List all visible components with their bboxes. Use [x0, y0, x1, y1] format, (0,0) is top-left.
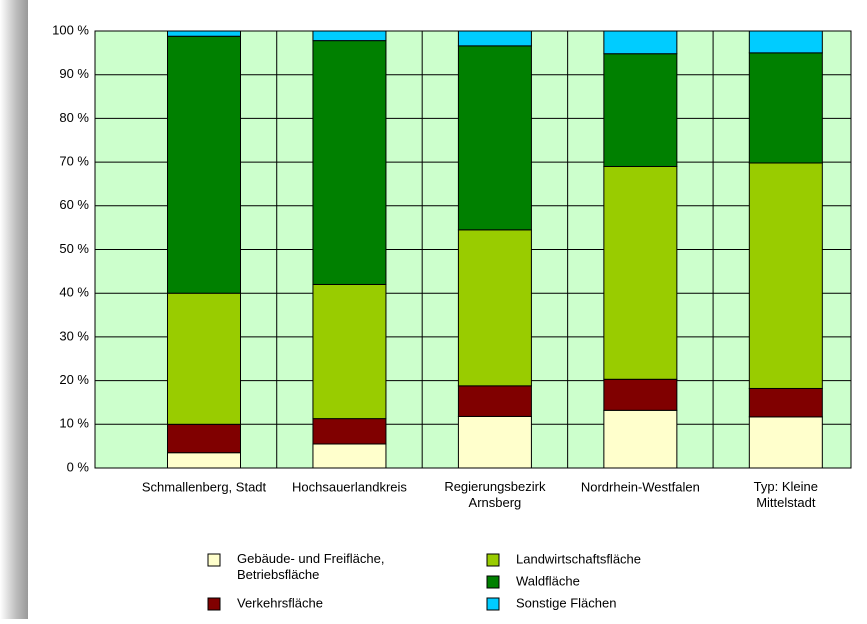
bar-segment — [748, 162, 823, 389]
legend-label: Landwirtschaftsfläche — [516, 551, 641, 566]
legend-label: Waldfläche — [516, 573, 580, 588]
x-tick-label: Regierungsbezirk Arnsberg — [444, 479, 546, 510]
legend-swatch — [486, 597, 500, 611]
y-tick-label: 70 % — [59, 154, 89, 169]
x-tick-label: Hochsauerlandkreis — [292, 479, 407, 494]
x-tick-label: Typ: Kleine Mittelstadt — [754, 479, 818, 510]
x-tick-label: Nordrhein-Westfalen — [581, 479, 700, 494]
legend-swatch — [486, 553, 500, 567]
bar-segment — [748, 387, 823, 418]
bar-segment — [167, 30, 241, 37]
legend-swatch — [486, 575, 500, 589]
y-tick-label: 100 % — [52, 22, 89, 37]
bar-segment — [603, 30, 678, 55]
bar-segment — [167, 35, 241, 294]
y-tick-label: 60 % — [59, 197, 89, 212]
y-tick-label: 20 % — [59, 372, 89, 387]
y-tick-label: 90 % — [59, 66, 89, 81]
bar-segment — [312, 40, 387, 285]
bar-segment — [312, 30, 387, 42]
bar-segment — [457, 385, 532, 417]
bar-segment — [603, 165, 678, 380]
bar-segment — [457, 30, 532, 47]
legend-label: Sonstige Flächen — [516, 595, 616, 610]
legend-swatch — [207, 553, 221, 567]
bar-segment — [167, 423, 241, 454]
bar-segment — [603, 53, 678, 167]
bar-segment — [167, 452, 241, 469]
bar-segment — [457, 229, 532, 387]
bar-segment — [603, 409, 678, 469]
bar-segment — [167, 292, 241, 425]
bar-segment — [457, 415, 532, 469]
y-tick-label: 10 % — [59, 416, 89, 431]
legend-label: Verkehrsfläche — [237, 595, 323, 610]
y-tick-label: 80 % — [59, 110, 89, 125]
bar-segment — [457, 45, 532, 231]
y-tick-label: 0 % — [67, 459, 90, 474]
bar-segment — [748, 30, 823, 54]
bar-segment — [748, 416, 823, 469]
frame-shadow — [0, 0, 28, 619]
y-tick-label: 50 % — [59, 241, 89, 256]
legend-label: Gebäude- und Freifläche, Betriebsfläche — [237, 551, 384, 582]
bar-segment — [312, 418, 387, 445]
bar-segment — [603, 378, 678, 411]
bar-segment — [312, 443, 387, 469]
x-tick-label: Schmallenberg, Stadt — [142, 479, 267, 494]
legend-swatch — [207, 597, 221, 611]
y-tick-label: 40 % — [59, 285, 89, 300]
y-tick-label: 30 % — [59, 328, 89, 343]
bar-segment — [748, 52, 823, 164]
bar-segment — [312, 283, 387, 420]
